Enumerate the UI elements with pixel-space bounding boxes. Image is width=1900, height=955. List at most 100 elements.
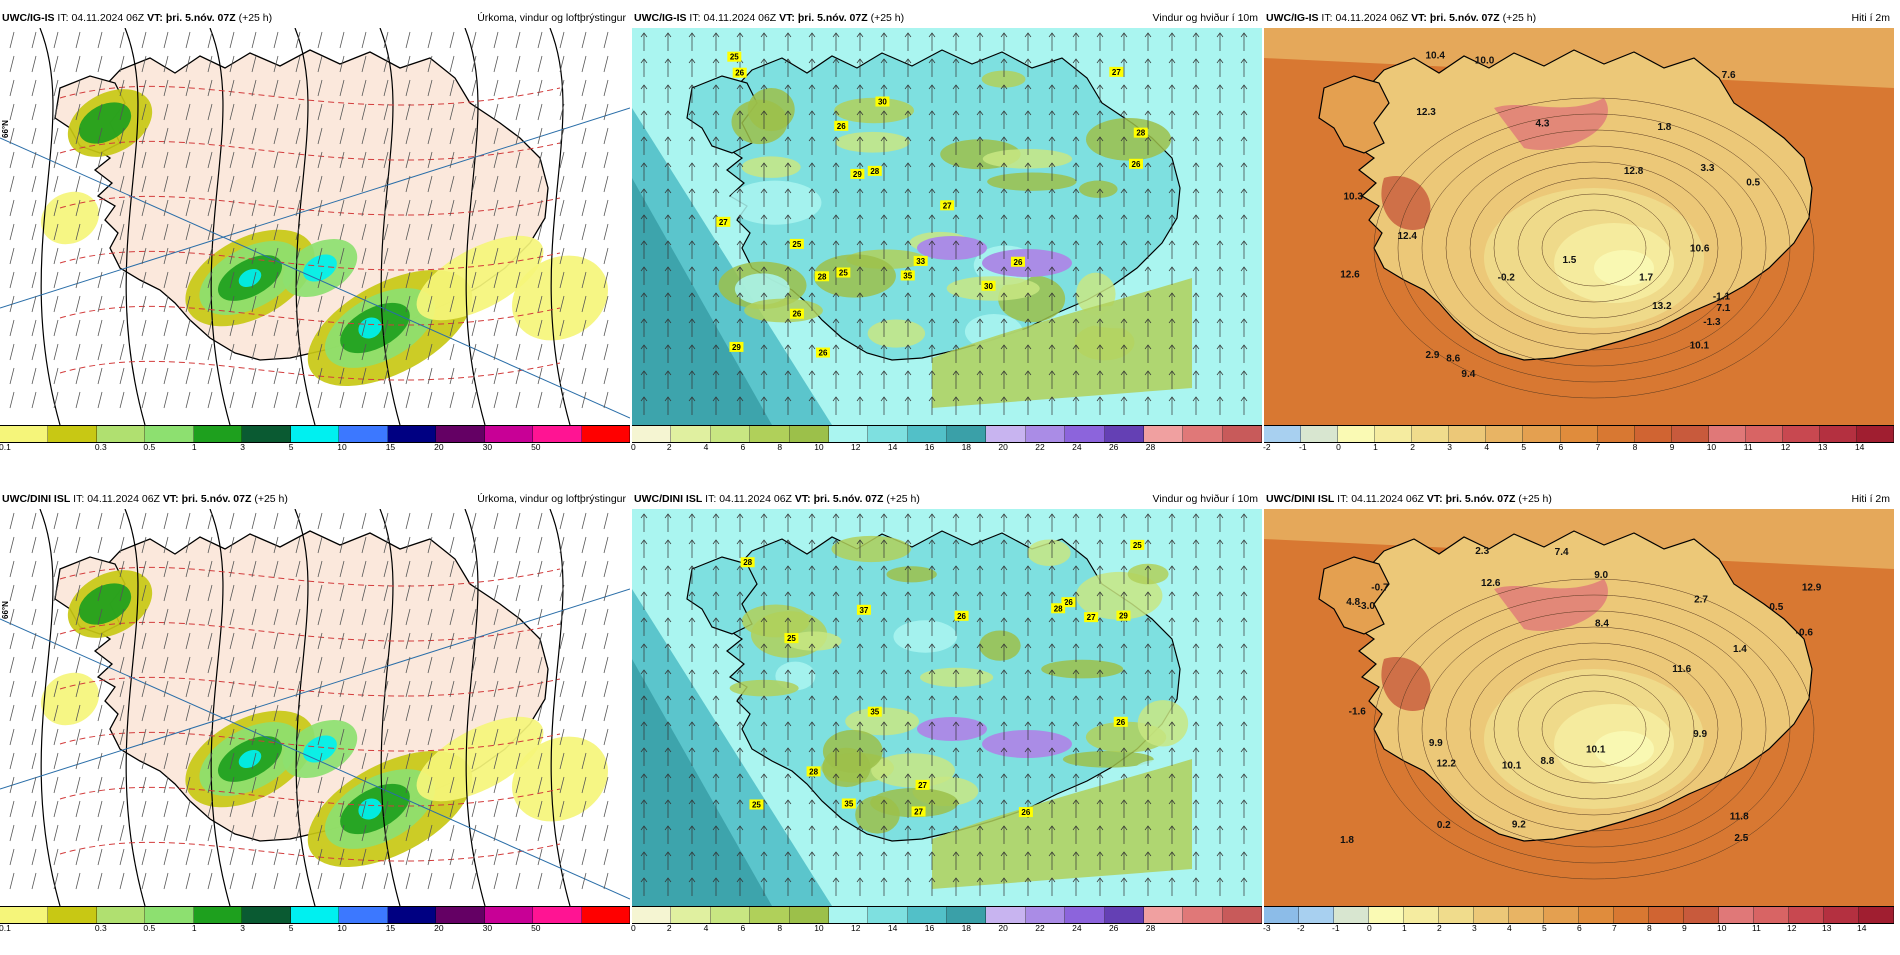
isobar — [294, 28, 316, 425]
wind-arrow-head — [1120, 539, 1128, 545]
temp-map[interactable]: 4.3 10.1 3.3 13.2 12.3 1.7 7.1 9.4 12.8 12.4 -0.2 1… — [1264, 28, 1894, 425]
precip-map[interactable]: 66°N — [0, 509, 630, 906]
wind-barb — [405, 247, 411, 265]
wind-arrow-head — [640, 214, 648, 220]
gust-value-label: 26 — [1010, 256, 1025, 267]
wind-barb — [119, 752, 125, 770]
wind-field — [822, 729, 883, 773]
wind-arrow-head — [832, 565, 840, 571]
wind-barb — [603, 800, 609, 818]
wind-barb — [515, 728, 521, 746]
colorbar-tick-label: 6 — [740, 442, 746, 452]
wind-barb — [251, 223, 257, 241]
wind-barb — [493, 560, 499, 578]
wind-barb — [471, 536, 477, 554]
wind-arrow-head — [1240, 591, 1248, 597]
colorbar-segment — [1789, 907, 1824, 923]
wind-arrow-head — [1120, 513, 1128, 519]
wind-arrow-head — [640, 669, 648, 675]
wind-barb — [185, 391, 191, 409]
wind-field — [834, 97, 915, 124]
panel-header: UWC/IG-IS IT: 04.11.2024 06Z VT: þri. 5.… — [1264, 9, 1894, 27]
wind-barb — [185, 560, 191, 578]
wind-barb — [449, 680, 455, 698]
colorbar-segment — [1523, 426, 1561, 442]
wind-arrow-head — [640, 539, 648, 545]
wind-barb — [471, 127, 477, 145]
wind-arrow-head — [1096, 32, 1104, 38]
wind-arrow-head — [1096, 747, 1104, 753]
wind-barb — [493, 79, 499, 97]
svg-text:10.4: 10.4 — [1426, 50, 1446, 61]
wind-barb — [559, 175, 565, 193]
wind-barb — [361, 223, 367, 241]
wind-barb — [537, 584, 543, 602]
colorbar-segment — [193, 426, 243, 442]
wind-barb — [97, 656, 103, 674]
colorbar-segment — [1334, 907, 1369, 923]
wind-arrow-head — [712, 773, 720, 779]
wind-barb — [361, 199, 367, 217]
wind-arrow-head — [1168, 565, 1176, 571]
wind-barb — [163, 824, 169, 842]
wind-arrow-head — [808, 58, 816, 64]
wind-map[interactable]: 26 25 27 27 28 30 30 25 29 26 28 27 26 25 33 29 35 26 26 28… — [632, 28, 1262, 425]
wind-arrow-head — [712, 266, 720, 272]
wind-barb — [207, 55, 213, 73]
wind-barb — [427, 223, 433, 241]
wind-arrow-head — [808, 721, 816, 727]
colorbar-tick-label: 0.5 — [143, 923, 156, 933]
wind-barb — [295, 632, 301, 650]
wind-map[interactable]: 25 26 26 27 28 28 29 25 27 27 26 28 26 37 35 35 25 — [632, 509, 1262, 906]
wind-barb — [295, 752, 301, 770]
precip-map[interactable]: 66°N — [0, 28, 630, 425]
wind-arrow-head — [736, 591, 744, 597]
wind-barb — [273, 656, 279, 674]
temperature-contour — [59, 85, 561, 106]
wind-arrow-head — [976, 539, 984, 545]
wind-barb — [251, 680, 257, 698]
wind-barb — [471, 824, 477, 842]
wind-barb — [31, 175, 37, 193]
wind-arrow-head — [808, 292, 816, 298]
wind-barb — [163, 752, 169, 770]
wind-arrow-head — [1024, 110, 1032, 116]
wind-barb — [53, 512, 59, 530]
wind-barb — [559, 608, 565, 626]
colorbar-tick-label: 16 — [924, 442, 935, 452]
wind-arrow-head — [1192, 188, 1200, 194]
temp-map[interactable]: 7.4 9.0 11.6 9.9 12.9 12.2 9.2 -0.6 -3.0 12.6 11.8… — [1264, 509, 1894, 906]
wind-arrow-head — [976, 747, 984, 753]
wind-arrow-head — [1024, 617, 1032, 623]
wind-barb — [559, 295, 565, 313]
wind-barb — [339, 343, 345, 361]
wind-arrow-head — [808, 266, 816, 272]
wind-arrow-head — [1168, 84, 1176, 90]
wind-barb — [229, 680, 235, 698]
wind-barb — [97, 848, 103, 866]
wind-barb — [207, 536, 213, 554]
panel-header-left: UWC/IG-IS IT: 04.11.2024 06Z VT: þri. 5.… — [2, 9, 272, 27]
wind-barb — [75, 632, 81, 650]
wind-arrow-head — [1240, 58, 1248, 64]
wind-barb — [339, 271, 345, 289]
panel-title: Úrkoma, vindur og loftþrýstingur — [477, 12, 626, 24]
wind-barb — [559, 223, 565, 241]
wind-arrow-head — [880, 344, 888, 350]
graticule-line — [0, 618, 630, 900]
wind-barb — [581, 367, 587, 385]
panel-header: UWC/DINI ISL IT: 04.11.2024 06Z VT: þri.… — [632, 490, 1262, 508]
svg-text:13.2: 13.2 — [1652, 301, 1672, 312]
wind-barb — [185, 536, 191, 554]
svg-text:28: 28 — [1054, 604, 1063, 613]
wind-arrow-head — [1120, 669, 1128, 675]
temp-colorbar-ticks: -2 -1 0 1 2 3 4 5 6 7 8 9 10 11 12 13 14 — [1263, 442, 1894, 454]
wind-arrow-head — [904, 695, 912, 701]
wind-barb — [339, 79, 345, 97]
wind-barb — [339, 247, 345, 265]
wind-barb — [603, 55, 609, 73]
colorbar-tick-label: 4 — [703, 923, 709, 933]
wind-arrow-head — [856, 32, 864, 38]
wind-barb — [537, 319, 543, 337]
colorbar-tick-label: 16 — [924, 923, 935, 933]
